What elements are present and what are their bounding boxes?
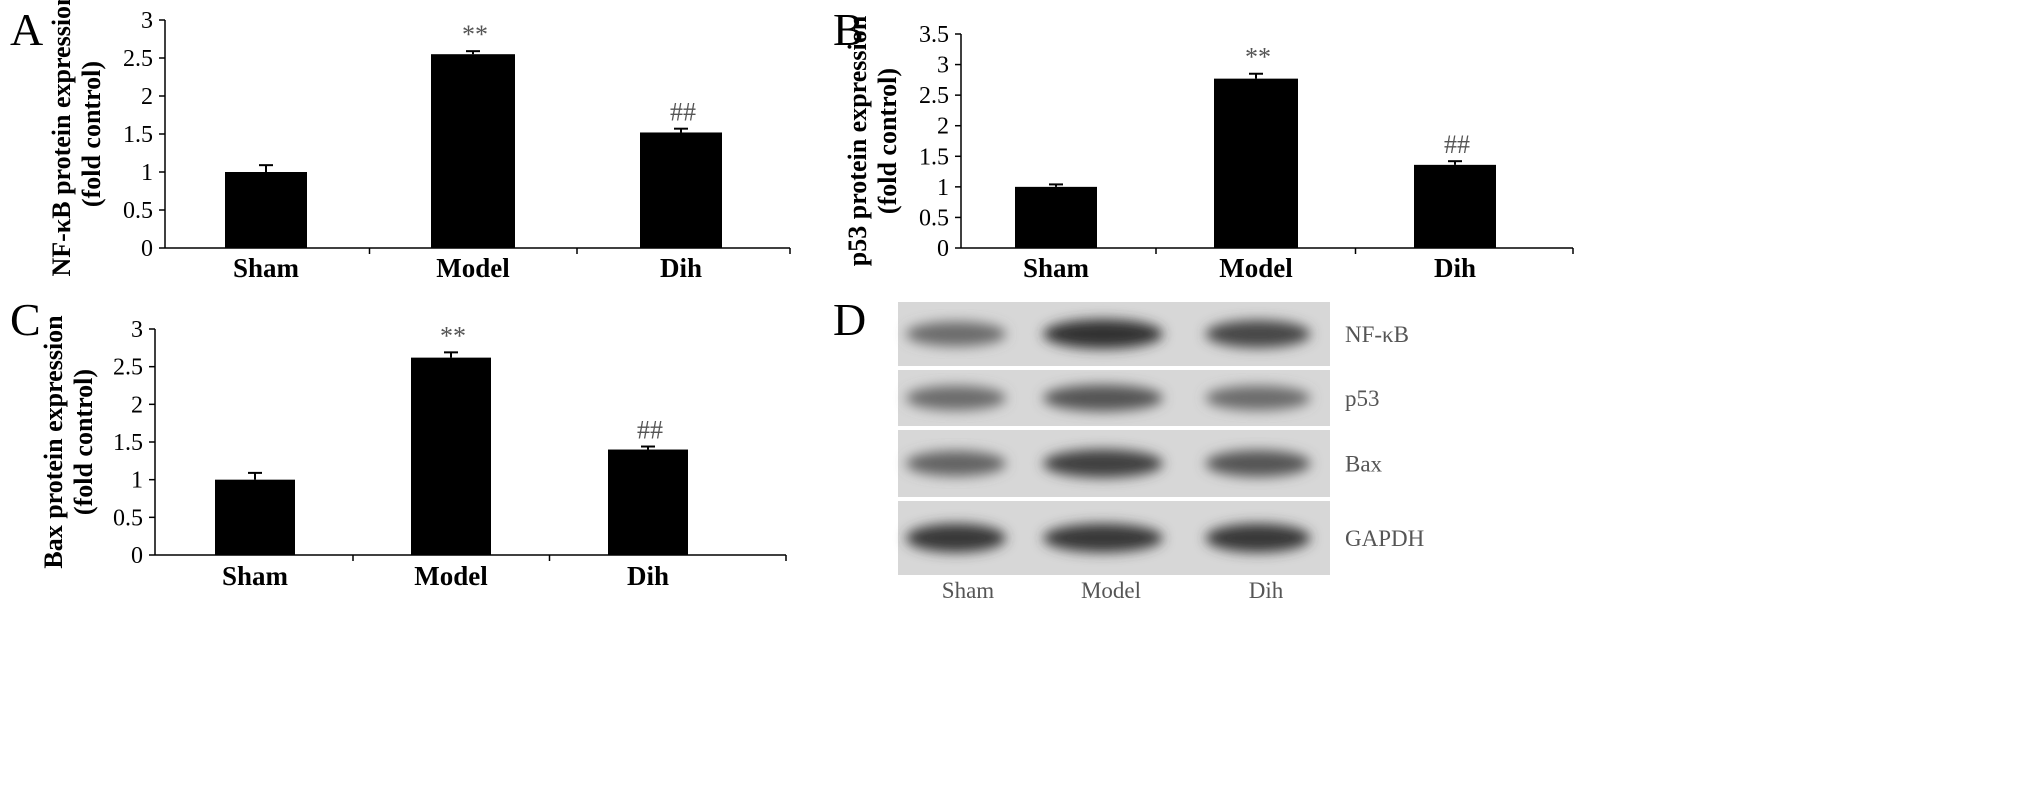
y-tick-label: 3: [937, 53, 949, 79]
blot-row-label: GAPDH: [1345, 526, 1424, 551]
blot-band: [1043, 523, 1163, 553]
blot-band: [1205, 450, 1311, 477]
blot-band: [1043, 319, 1163, 349]
blot-lane-label: Model: [1081, 578, 1141, 603]
panel-letter: A: [10, 4, 43, 55]
y-tick-label: 1: [141, 160, 153, 186]
category-label: Model: [436, 253, 510, 283]
y-axis-label: p53 protein expression: [843, 15, 872, 266]
panel-letter: D: [833, 294, 866, 345]
blot-band: [906, 523, 1006, 553]
y-tick-label: 0.5: [113, 505, 143, 531]
y-tick-label: 1.5: [113, 430, 143, 456]
y-tick-label: 1: [131, 468, 143, 494]
category-label: Sham: [1023, 253, 1090, 283]
y-axis-label-unit: (fold control): [69, 369, 98, 515]
significance-marker: **: [1245, 43, 1271, 72]
blot-band: [906, 385, 1006, 411]
blot-lane-label: Dih: [1249, 578, 1284, 603]
blot-band: [1205, 385, 1311, 411]
y-tick-label: 3.5: [919, 22, 949, 48]
y-tick-label: 3: [141, 8, 153, 34]
panel-letter: C: [10, 294, 41, 345]
blot-band: [1205, 320, 1311, 348]
bar-dih: [1414, 164, 1496, 248]
bar-sham: [225, 172, 307, 248]
category-label: Sham: [233, 253, 300, 283]
category-label: Dih: [1434, 253, 1476, 283]
y-tick-label: 0: [937, 236, 949, 262]
y-tick-label: 2: [131, 392, 143, 418]
y-axis-label-unit: (fold control): [77, 61, 106, 207]
blot-row-label: p53: [1345, 386, 1380, 411]
bar-model: [1214, 78, 1298, 249]
y-tick-label: 2.5: [113, 355, 143, 381]
chart-panel-a: A 0 0.5 1 1.5 2 2.5 3 Sham ** Model ## Dih NF-κB prot…: [10, 0, 791, 283]
bar-model: [411, 357, 491, 555]
y-axis-label-unit: (fold control): [873, 68, 902, 214]
chart-panel-c: C 0 0.5 1 1.5 2 2.5 3 Sham ** Model ## Dih Bax protei…: [10, 294, 787, 591]
significance-marker: ##: [1444, 130, 1470, 159]
bar-dih: [608, 449, 688, 555]
y-tick-label: 2: [937, 114, 949, 140]
category-label: Sham: [222, 561, 289, 591]
western-blot-panel: D NF-κB p53 Bax GAPDH Sham Model Dih: [833, 294, 1424, 603]
significance-marker: **: [440, 321, 466, 350]
category-label: Dih: [660, 253, 702, 283]
blot-band: [1043, 449, 1163, 478]
significance-marker: **: [462, 20, 488, 49]
y-tick-label: 2.5: [919, 83, 949, 109]
blot-row-label: Bax: [1345, 452, 1383, 477]
y-axis-label: Bax protein expression: [39, 315, 68, 569]
blot-band: [906, 321, 1006, 347]
blot-band: [906, 450, 1006, 477]
blot-lane-label: Sham: [942, 578, 995, 603]
significance-marker: ##: [637, 416, 663, 445]
y-tick-label: 1: [937, 175, 949, 201]
category-label: Model: [414, 561, 488, 591]
bar-model: [431, 54, 515, 249]
y-tick-label: 0: [131, 543, 143, 569]
blot-band: [1043, 384, 1163, 412]
y-tick-label: 0: [141, 236, 153, 262]
y-tick-label: 3: [131, 317, 143, 343]
category-label: Model: [1219, 253, 1293, 283]
panel-letter: B: [833, 4, 864, 55]
y-axis-label: NF-κB protein expression: [47, 0, 76, 277]
y-tick-label: 0.5: [919, 205, 949, 231]
chart-panel-b: B 0 0.5 1 1.5 2 2.5 3 3.5 Sham ** Model ## Dih p53 pro…: [833, 4, 1574, 283]
bar-dih: [640, 132, 722, 248]
category-label: Dih: [627, 561, 669, 591]
significance-marker: ##: [670, 98, 696, 127]
bar-sham: [1015, 186, 1097, 248]
y-tick-label: 1.5: [919, 144, 949, 170]
y-tick-label: 1.5: [123, 122, 153, 148]
y-tick-label: 0.5: [123, 198, 153, 224]
blot-band: [1205, 523, 1311, 553]
y-tick-label: 2: [141, 84, 153, 110]
y-tick-label: 2.5: [123, 46, 153, 72]
bar-sham: [215, 479, 295, 555]
blot-row-label: NF-κB: [1345, 322, 1409, 347]
